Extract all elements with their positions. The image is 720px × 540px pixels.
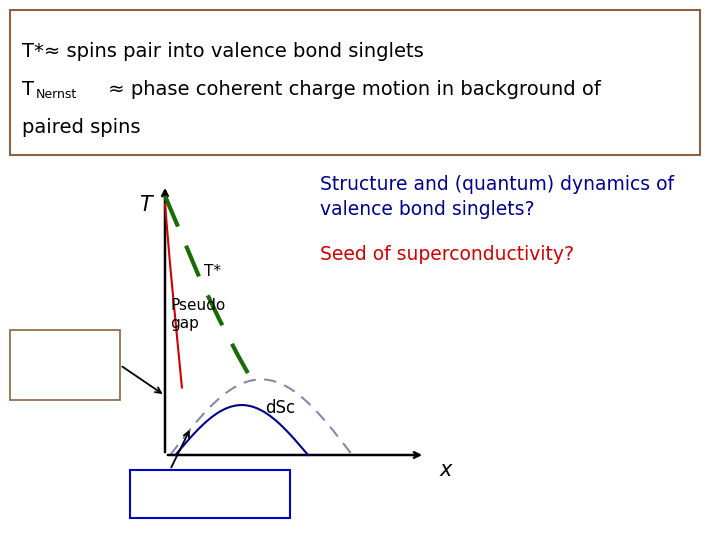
Bar	[10, 330, 120, 400]
Text: Nernst: Nernst	[36, 88, 77, 101]
Text: Pseudo
gap: Pseudo gap	[170, 298, 225, 332]
Text: T*≈ spins pair into valence bond singlets: T*≈ spins pair into valence bond singlet…	[22, 42, 424, 61]
Text: paired spins: paired spins	[22, 118, 140, 137]
Bar	[10, 10, 700, 155]
Text: ≈ phase coherent charge motion in background of: ≈ phase coherent charge motion in backgr…	[102, 80, 601, 99]
Text: Seed of superconductivity?: Seed of superconductivity?	[320, 245, 574, 264]
Text: AF Mott
insulator: AF Mott insulator	[35, 349, 95, 381]
Text: x: x	[440, 460, 452, 480]
Text: dSc: dSc	[266, 399, 295, 417]
Text: T: T	[139, 195, 151, 215]
Text: T*: T*	[204, 264, 221, 279]
Text: Structure and (quantum) dynamics of
valence bond singlets?: Structure and (quantum) dynamics of vale…	[320, 175, 674, 219]
Bar	[130, 470, 290, 518]
Text: Nernst region: Nernst region	[158, 487, 262, 502]
Text: T: T	[22, 80, 34, 99]
